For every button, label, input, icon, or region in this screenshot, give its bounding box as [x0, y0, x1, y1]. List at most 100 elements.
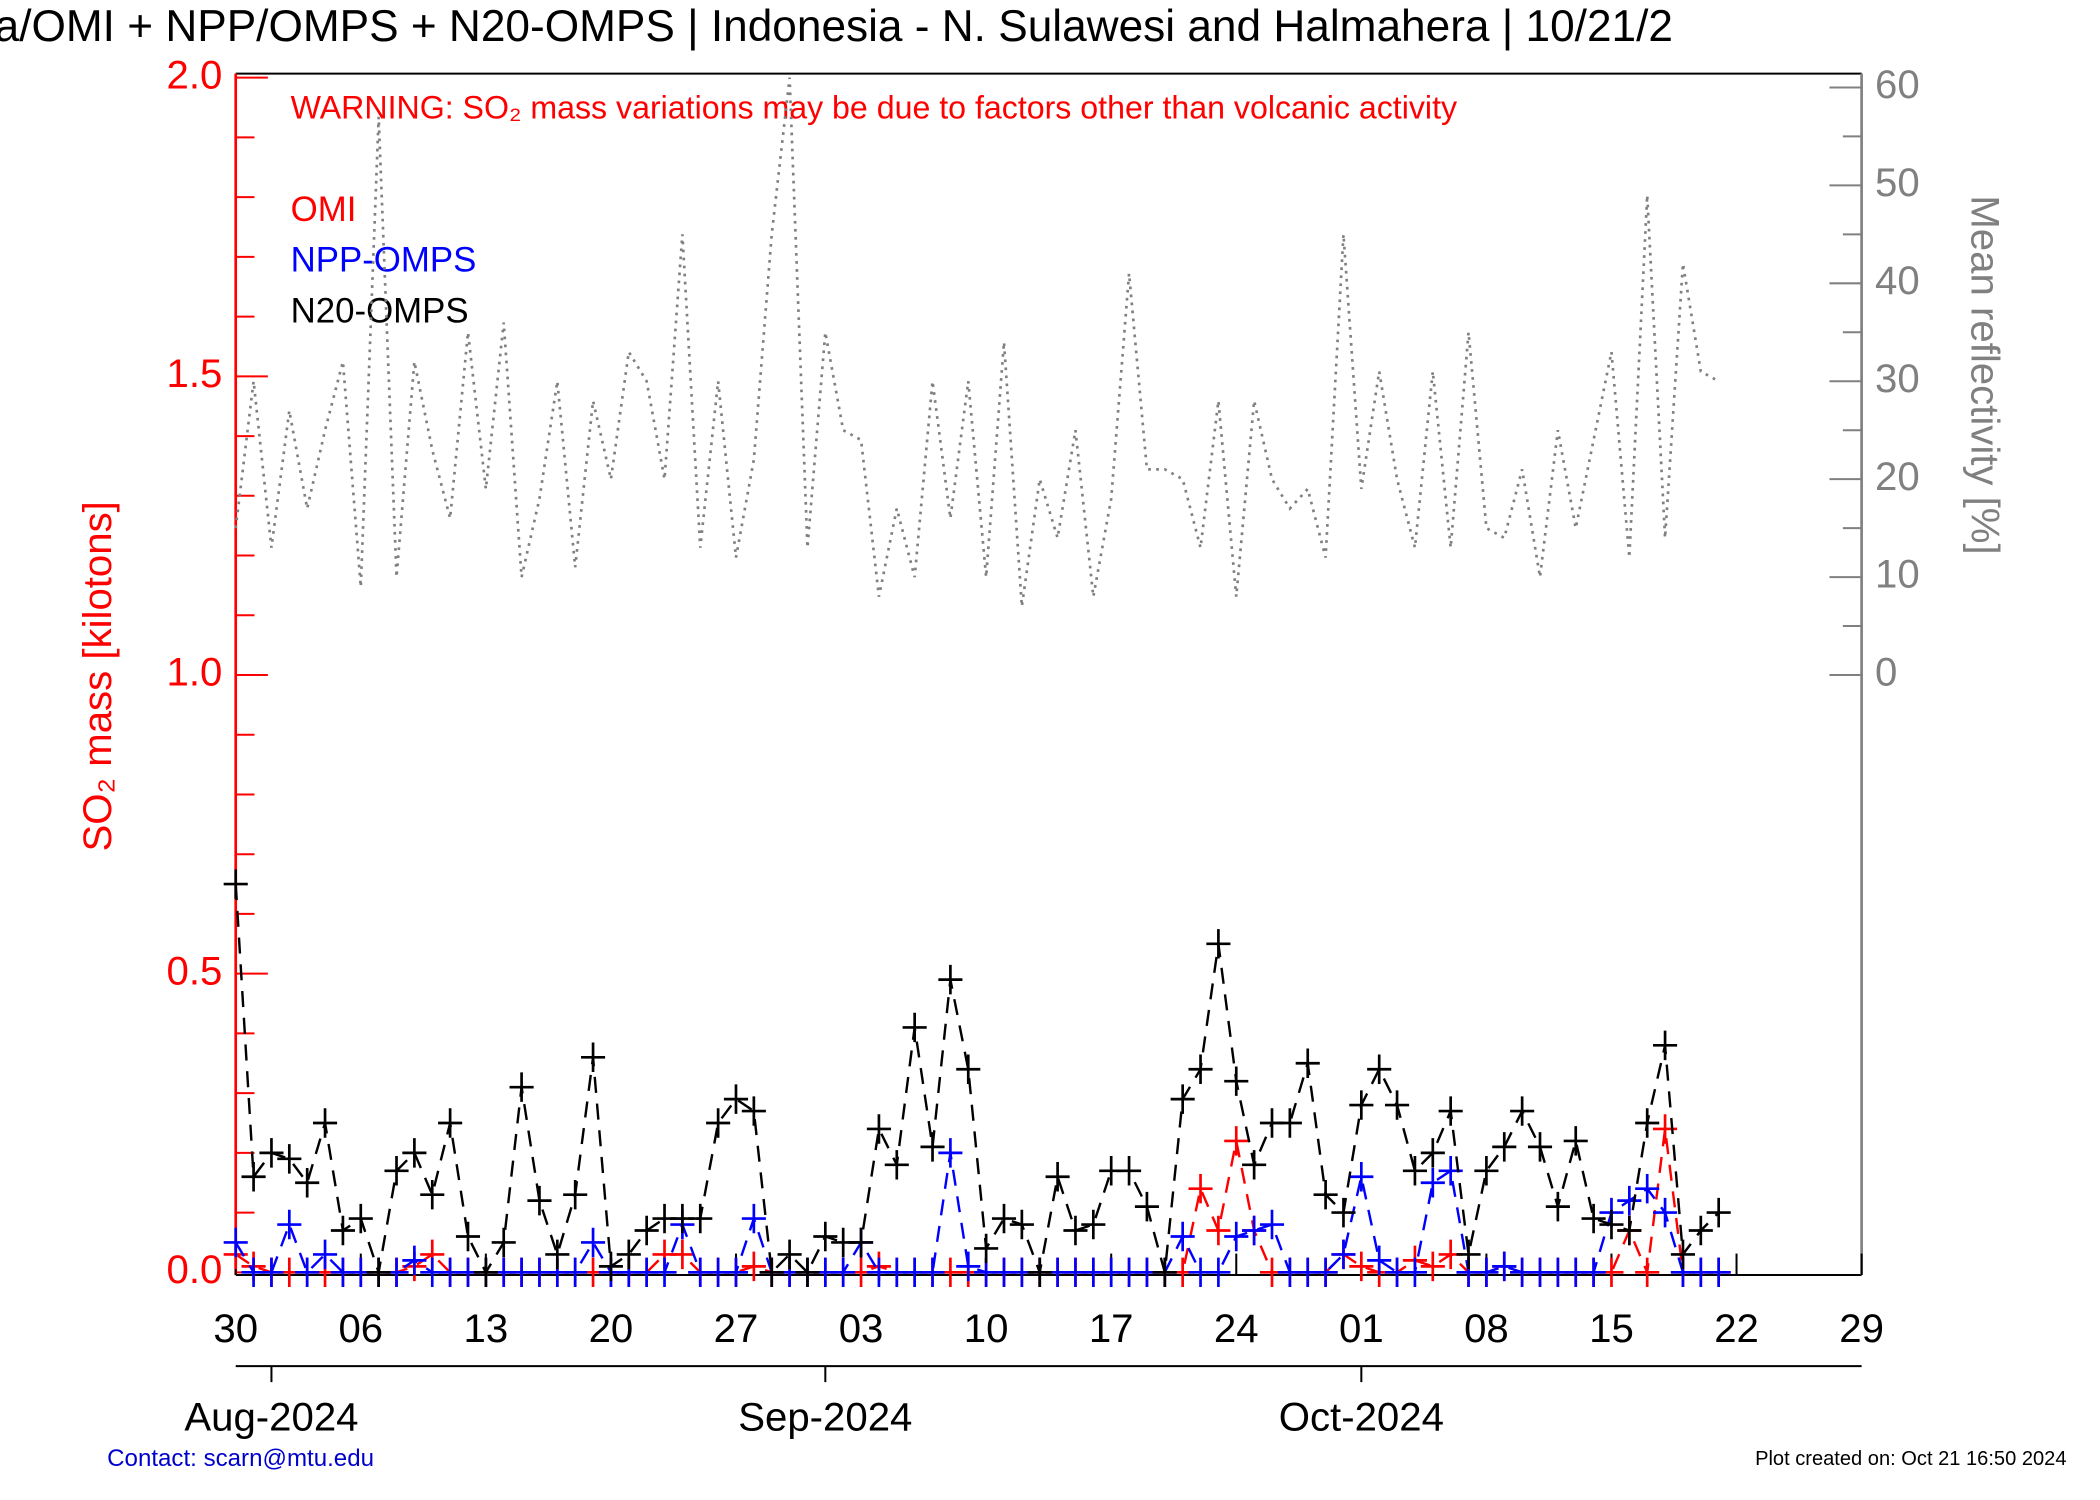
data-point: [1581, 1203, 1606, 1234]
data-point: [1063, 1215, 1088, 1246]
data-point: [1670, 1239, 1695, 1270]
data-point: [277, 1144, 302, 1174]
data-point: [1385, 1090, 1410, 1120]
data-point: [1581, 1257, 1606, 1288]
data-point: [1206, 929, 1231, 959]
data-point: [1331, 1239, 1356, 1270]
x-tick-label: 13: [464, 1306, 509, 1351]
data-point: [402, 1138, 427, 1168]
data-point: [1242, 1150, 1267, 1180]
data-point: [1492, 1251, 1517, 1282]
data-point: [1242, 1215, 1267, 1246]
data-point: [1653, 1197, 1678, 1228]
y-tick-label: 0.5: [166, 948, 222, 993]
data-point: [366, 1257, 391, 1288]
contact: Contact: scarn@mtu.edu: [107, 1445, 374, 1472]
month-label: Aug-2024: [184, 1394, 358, 1439]
data-point: [1510, 1096, 1535, 1126]
data-point: [938, 1138, 963, 1168]
y2-tick-label: 10: [1875, 552, 1920, 597]
data-point: [634, 1215, 659, 1246]
data-point: [1277, 1108, 1302, 1138]
data-point: [1349, 1251, 1374, 1282]
data-point: [1617, 1185, 1642, 1216]
month-label: Oct-2024: [1279, 1394, 1444, 1439]
data-point: [866, 1114, 891, 1144]
data-point: [1706, 1257, 1731, 1288]
data-point: [1152, 1257, 1177, 1288]
data-point: [259, 1138, 284, 1168]
y2-tick-label: 50: [1875, 160, 1920, 205]
data-point: [509, 1072, 534, 1102]
data-point: [438, 1108, 463, 1138]
data-point: [723, 1084, 749, 1114]
reflectivity-line: [234, 77, 1720, 607]
data-point: [1420, 1167, 1445, 1198]
data-point: [1349, 1162, 1374, 1192]
data-point: [491, 1227, 516, 1258]
data-point: [991, 1203, 1017, 1234]
data-point: [1438, 1096, 1463, 1126]
data-point: [706, 1108, 731, 1138]
data-point: [1527, 1132, 1553, 1162]
data-point: [849, 1227, 874, 1258]
data-point: [1635, 1173, 1660, 1204]
data-point: [420, 1179, 445, 1210]
y-tick-label: 1.5: [166, 351, 222, 396]
data-point: [1009, 1209, 1034, 1240]
x-tick-label: 06: [338, 1306, 383, 1351]
data-point: [1224, 1066, 1249, 1096]
data-point: [777, 1239, 802, 1270]
data-point: [1331, 1197, 1356, 1228]
data-point: [1706, 1197, 1731, 1228]
data-point: [1295, 1048, 1320, 1078]
data-point: [884, 1150, 909, 1180]
x-tick-label: 24: [1214, 1306, 1259, 1351]
data-point: [348, 1203, 373, 1234]
data-point: [1563, 1126, 1588, 1156]
y-axis-label: SO₂ mass [kilotons]: [75, 501, 120, 851]
data-point: [813, 1221, 838, 1252]
data-point: [1313, 1179, 1338, 1210]
series-line: [234, 883, 1720, 1277]
data-point: [1081, 1209, 1106, 1240]
data-point: [920, 1132, 945, 1162]
data-point: [1474, 1156, 1499, 1186]
data-point: [563, 1179, 588, 1210]
y2-tick-label: 20: [1875, 454, 1920, 499]
y-tick-label: 2.0: [166, 52, 222, 97]
data-point: [920, 1257, 945, 1288]
data-point: [652, 1257, 677, 1288]
data-point: [1134, 1191, 1159, 1222]
data-point: [1492, 1132, 1517, 1162]
y2-axis-label: Mean reflectivity [%]: [1963, 195, 2008, 554]
series-line: [235, 1128, 1719, 1277]
data-point: [1045, 1162, 1070, 1192]
y2-tick-label: 40: [1875, 258, 1920, 303]
data-point: [902, 1012, 927, 1043]
data-point: [1402, 1156, 1427, 1186]
x-tick-label: 15: [1589, 1306, 1634, 1351]
data-point: [1474, 1257, 1499, 1288]
data-point: [1188, 1054, 1213, 1084]
data-point: [1545, 1191, 1570, 1222]
data-point: [277, 1209, 302, 1240]
data-point: [1420, 1251, 1445, 1282]
data-point: [330, 1215, 355, 1246]
data-point: [1170, 1084, 1195, 1114]
data-point: [1224, 1221, 1249, 1252]
data-point: [241, 1162, 266, 1192]
data-point: [670, 1239, 695, 1270]
data-point: [831, 1257, 856, 1288]
data-point: [295, 1167, 320, 1198]
data-point: [1688, 1215, 1713, 1246]
data-point: [1206, 1257, 1231, 1288]
data-point: [223, 1227, 248, 1258]
data-point: [1259, 1209, 1285, 1240]
y-tick-label: 1.0: [166, 650, 222, 695]
data-point: [1653, 1030, 1678, 1061]
x-tick-label: 29: [1839, 1306, 1884, 1351]
month-label: Sep-2024: [738, 1394, 912, 1439]
data-point: [1117, 1156, 1142, 1186]
